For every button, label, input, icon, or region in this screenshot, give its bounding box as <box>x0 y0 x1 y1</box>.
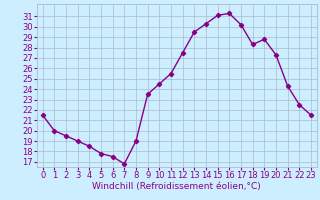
X-axis label: Windchill (Refroidissement éolien,°C): Windchill (Refroidissement éolien,°C) <box>92 182 261 191</box>
